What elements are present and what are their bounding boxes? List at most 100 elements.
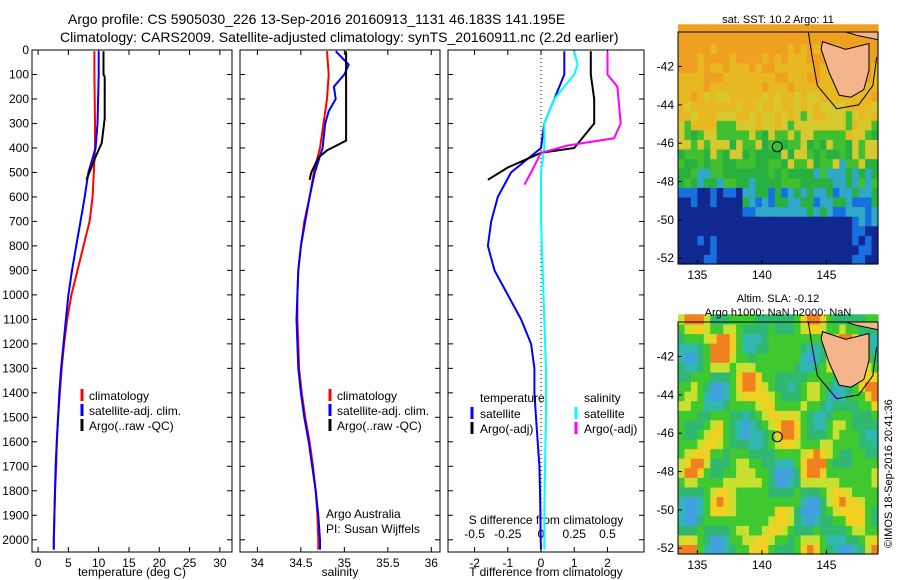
map-cell	[729, 515, 737, 526]
map-cell	[807, 515, 815, 526]
map-cell	[729, 381, 737, 392]
map-cell	[678, 362, 686, 373]
map-cell	[807, 352, 815, 363]
map-cell	[716, 33, 724, 45]
map-cell	[761, 129, 769, 140]
map-cell	[819, 33, 827, 45]
y-tick-label: 300	[9, 116, 29, 130]
s-tick-label: -0.25	[494, 527, 522, 541]
map-cell	[807, 391, 815, 402]
map-cell	[787, 187, 795, 198]
y-tick-label: 900	[9, 263, 29, 277]
map-cell	[768, 467, 776, 478]
map-cell	[800, 225, 808, 236]
map-cell	[703, 158, 711, 169]
map-cell	[871, 343, 879, 354]
map-cell	[716, 323, 724, 335]
map-cell	[813, 448, 821, 459]
map-cell	[749, 225, 757, 236]
map-cell	[768, 343, 776, 354]
map-cell	[813, 391, 821, 402]
map-cell	[768, 158, 776, 169]
map-cell	[761, 410, 769, 421]
map-cell	[710, 177, 718, 188]
lat-tick-label: -42	[657, 350, 675, 364]
map-cell	[781, 177, 789, 188]
map-cell	[742, 362, 750, 373]
map-cell	[678, 120, 686, 131]
map-cell	[761, 362, 769, 373]
map-cell	[684, 352, 692, 363]
map-cell	[742, 314, 750, 325]
map-cell	[774, 216, 782, 227]
map-cell	[678, 53, 686, 64]
series-line-temperature-satellite	[486, 51, 566, 550]
map-cell	[845, 235, 853, 246]
map-cell	[832, 149, 840, 160]
map-cell	[787, 410, 795, 421]
map-cell	[787, 534, 795, 545]
map-cell	[768, 496, 776, 507]
map-cell	[729, 391, 737, 402]
map-cell	[768, 206, 776, 217]
map-cell	[852, 120, 860, 131]
map-cell	[871, 314, 879, 325]
map-cell	[761, 43, 769, 54]
map-cell	[761, 254, 769, 265]
map-cell	[774, 534, 782, 545]
y-tick-label: 200	[9, 92, 29, 106]
map-cell	[807, 139, 815, 150]
map-cell	[710, 72, 718, 83]
series-line-salinity-argo-adj-	[523, 51, 622, 186]
map-cell	[819, 62, 827, 73]
map-cell	[813, 158, 821, 169]
map-cell	[800, 419, 808, 430]
map-cell	[871, 391, 879, 402]
map-cell	[678, 33, 686, 45]
map-cell	[761, 110, 769, 121]
map-cell	[813, 419, 821, 430]
map-cell	[684, 177, 692, 188]
map-cell	[755, 187, 763, 198]
map-cell	[781, 448, 789, 459]
map-cell	[819, 216, 827, 227]
map-cell	[697, 216, 705, 227]
map-cell	[813, 33, 821, 45]
map-cell	[684, 101, 692, 112]
map-cell	[703, 381, 711, 392]
map-cell	[723, 362, 731, 373]
map-cell	[697, 544, 705, 555]
map-cell	[742, 101, 750, 112]
map-cell	[794, 81, 802, 93]
map-cell	[781, 149, 789, 160]
map-cell	[736, 110, 744, 121]
map-cell	[774, 515, 782, 526]
map-cell	[845, 323, 853, 335]
map-cell	[826, 362, 834, 373]
map-cell	[800, 168, 808, 179]
map-cell	[690, 544, 698, 555]
map-cell	[729, 149, 737, 160]
map-cell	[787, 110, 795, 121]
map-cell	[787, 24, 795, 35]
map-cell	[852, 525, 860, 536]
map-cell	[845, 33, 853, 45]
map-cell	[703, 225, 711, 236]
map-cell	[871, 371, 879, 383]
map-cell	[800, 62, 808, 73]
map-cell	[729, 24, 737, 35]
map-cell	[716, 439, 724, 450]
map-cell	[794, 149, 802, 160]
map-cell	[800, 467, 808, 478]
map-cell	[813, 343, 821, 354]
map-cell	[774, 333, 782, 344]
map-cell	[800, 196, 808, 208]
map-cell	[729, 72, 737, 83]
map-cell	[871, 467, 879, 478]
map-cell	[813, 110, 821, 121]
map-cell	[839, 534, 847, 545]
s-tick-label: -0.5	[464, 527, 485, 541]
map-cell	[697, 534, 705, 545]
map-cell	[684, 129, 692, 140]
map-cell	[845, 439, 853, 450]
